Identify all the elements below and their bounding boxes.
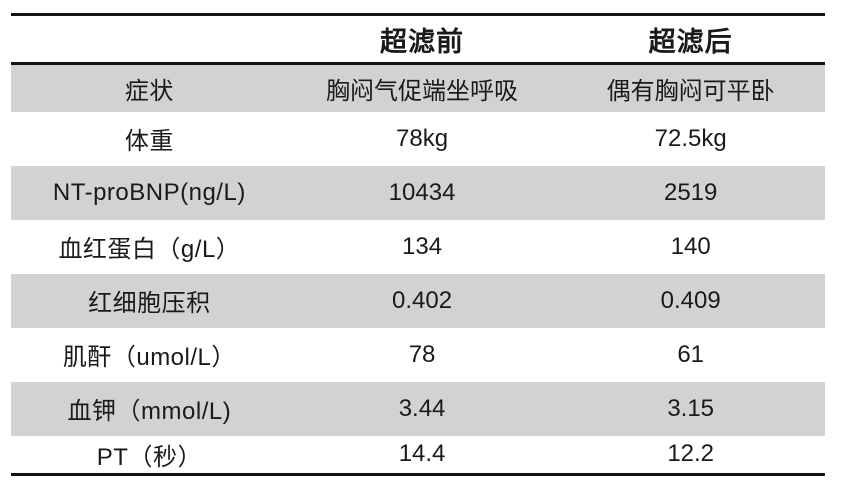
- cell-after-value: 61: [677, 340, 705, 368]
- cell-before-value: 胸闷气促端坐呼吸: [326, 77, 519, 105]
- cell-before-value: 10434: [388, 178, 456, 206]
- header-before-ultrafiltration: 超滤前: [287, 14, 557, 65]
- row-label: 血红蛋白（g/L）: [58, 236, 241, 263]
- header-blank: [11, 14, 288, 65]
- cell-before-value: 14.4: [398, 440, 446, 468]
- table-row-hematocrit: 红细胞压积 0.402 0.409: [11, 273, 825, 328]
- row-label: 症状: [124, 77, 174, 105]
- row-label: NT-proBNP(ng/L): [52, 178, 246, 206]
- row-label: 肌酐（umol/L）: [62, 344, 236, 371]
- cell-before-value: 0.402: [392, 286, 453, 314]
- header-after-ultrafiltration: 超滤后: [556, 14, 825, 65]
- cell-before-value: 3.44: [398, 394, 446, 422]
- table-row-symptoms: 症状 胸闷气促端坐呼吸 偶有胸闷可平卧: [11, 63, 825, 112]
- cell-after-value: 72.5kg: [654, 124, 727, 152]
- row-label: 红细胞压积: [88, 290, 211, 317]
- cell-before-value: 78kg: [396, 124, 449, 152]
- cell-before-value: 78: [408, 340, 436, 368]
- table-row-pt-seconds: PT（秒） 14.4 12.2: [11, 436, 825, 475]
- cell-after-value: 12.2: [667, 440, 715, 468]
- table-row-nt-probnp: NT-proBNP(ng/L) 10434 2519: [11, 165, 825, 220]
- row-label: 血钾（mmol/L): [67, 398, 232, 425]
- cell-after-value: 3.15: [667, 394, 715, 422]
- cell-before-value: 134: [402, 232, 443, 260]
- table-row-creatinine: 肌酐（umol/L） 78 61: [11, 328, 825, 382]
- cell-after-value: 140: [670, 232, 711, 260]
- cell-after-value: 偶有胸闷可平卧: [606, 77, 775, 105]
- table-row-serum-potassium: 血钾（mmol/L) 3.44 3.15: [11, 381, 825, 436]
- header-row: 超滤前 超滤后: [11, 14, 825, 65]
- cell-after-value: 2519: [663, 178, 718, 206]
- ultrafiltration-comparison-table: 超滤前 超滤后 症状 胸闷气促端坐呼吸 偶有胸闷可平卧 体重 78kg 72.5…: [11, 13, 825, 476]
- row-label: 体重: [124, 128, 174, 155]
- table-row-hemoglobin: 血红蛋白（g/L） 134 140: [11, 220, 825, 274]
- table-row-weight: 体重 78kg 72.5kg: [11, 112, 825, 166]
- cell-after-value: 0.409: [660, 286, 721, 314]
- row-label: PT（秒）: [96, 443, 202, 471]
